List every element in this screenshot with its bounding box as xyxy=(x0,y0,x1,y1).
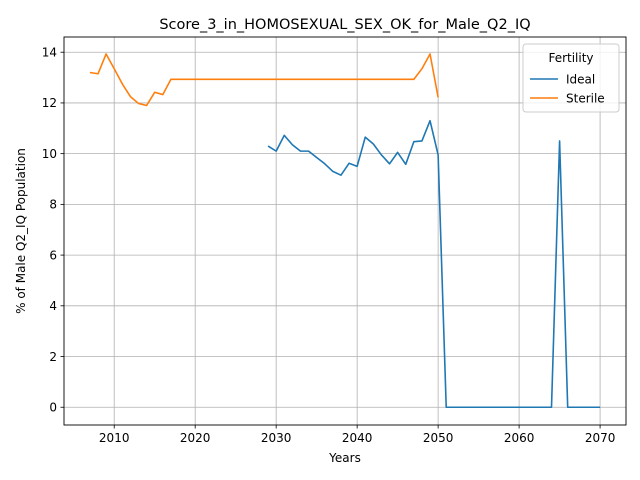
x-tick-label: 2070 xyxy=(585,431,616,445)
legend-label-sterile: Sterile xyxy=(566,92,605,106)
y-tick-label: 14 xyxy=(42,46,57,60)
x-axis-label: Years xyxy=(328,451,361,465)
x-tick-label: 2040 xyxy=(342,431,373,445)
legend-label-ideal: Ideal xyxy=(566,73,595,87)
x-tick-label: 2030 xyxy=(261,431,292,445)
x-tick-label: 2060 xyxy=(504,431,535,445)
y-axis-label: % of Male Q2_IQ Population xyxy=(14,148,28,314)
y-tick-label: 4 xyxy=(49,299,57,313)
x-tick-label: 2010 xyxy=(99,431,130,445)
y-tick-label: 6 xyxy=(49,248,57,262)
legend-title: Fertility xyxy=(548,51,593,65)
y-tick-label: 2 xyxy=(49,350,57,364)
y-tick-label: 8 xyxy=(49,198,57,212)
y-tick-label: 12 xyxy=(42,96,57,110)
y-tick-label: 10 xyxy=(42,147,57,161)
x-tick-label: 2020 xyxy=(180,431,211,445)
legend: Fertility Ideal Sterile xyxy=(523,44,619,112)
y-tick-label: 0 xyxy=(49,401,57,415)
x-tick-label: 2050 xyxy=(423,431,454,445)
chart-title: Score_3_in_HOMOSEXUAL_SEX_OK_for_Male_Q2… xyxy=(159,17,530,33)
